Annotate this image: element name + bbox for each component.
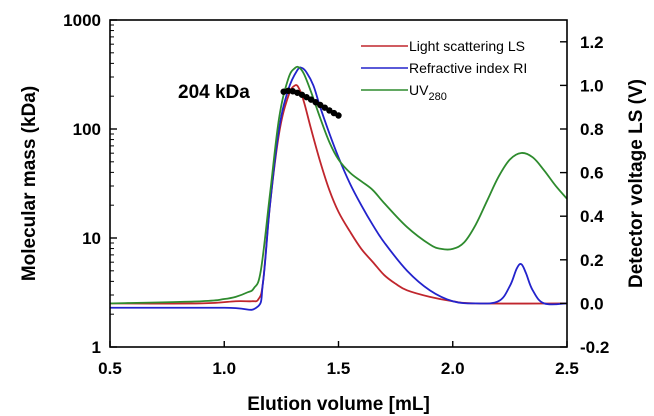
x-tick-label: 2.0 (441, 359, 465, 378)
x-tick-label: 2.5 (555, 359, 579, 378)
y-right-tick-label: 0.0 (580, 294, 604, 313)
y-right-tick-label: 0.4 (580, 207, 604, 226)
y-right-tick-label: 1.0 (580, 76, 604, 95)
y-right-tick-label: 0.2 (580, 251, 604, 270)
y-left-tick-label: 10 (82, 229, 101, 248)
tick-layer: 0.5 1.0 1.5 2.0 2.5 1 10 100 1000 -0.2 0.0 0.2 0.4 0.… (63, 11, 609, 378)
annotation-label: 204 kDa (178, 82, 250, 103)
y-right-tick-label: 0.8 (580, 120, 604, 139)
y-left-tick-label: 1000 (63, 11, 101, 30)
x-tick-label: 1.5 (327, 359, 351, 378)
legend-label-light-scattering: Light scattering LS (409, 38, 525, 54)
y-right-tick-label: -0.2 (580, 338, 609, 357)
y-left-tick-label: 100 (73, 120, 101, 139)
x-axis-title: Elution volume [mL] (247, 394, 430, 415)
y-right-tick-label: 1.2 (580, 33, 604, 52)
y-left-tick-label: 1 (92, 338, 101, 357)
legend: Light scattering LS Refractive index RI … (361, 38, 527, 103)
series-line-refractive-index (109, 66, 568, 311)
y-right-tick-label: 0.6 (580, 164, 604, 183)
legend-label-refractive-index: Refractive index RI (409, 60, 527, 76)
x-tick-label: 0.5 (98, 359, 122, 378)
molar-mass-point (321, 104, 328, 111)
y-axis-left-title: Molecular mass (kDa) (19, 86, 40, 281)
legend-label-uv280: UV280 (409, 82, 447, 103)
y-axis-right-title: Detector voltage LS (V) (626, 79, 647, 288)
series-line-light-scattering (109, 84, 568, 305)
series-line-uv280 (109, 65, 568, 305)
molar-mass-point (335, 112, 342, 119)
x-tick-label: 1.0 (212, 359, 236, 378)
plot-content (109, 65, 568, 311)
